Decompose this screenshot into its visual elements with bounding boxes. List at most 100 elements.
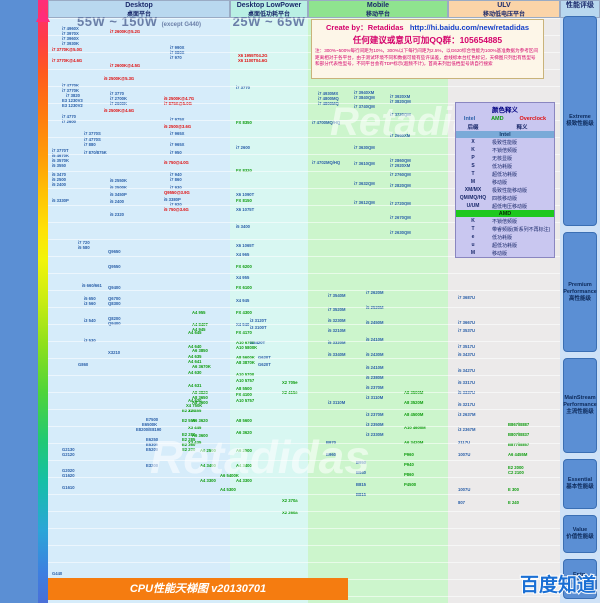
gridline bbox=[48, 511, 560, 512]
chart-bottom-title: CPU性能天梯图 v20130701 bbox=[48, 578, 348, 600]
cpu-entry: A4 3400 bbox=[200, 463, 216, 468]
cpu-entry: i7 920 bbox=[170, 202, 182, 207]
cpu-entry: B970 bbox=[326, 440, 336, 445]
legend-amd-key: T bbox=[471, 225, 475, 232]
cpu-entry: i3 3110M bbox=[328, 400, 346, 405]
cpu-entry: A6 3620 bbox=[236, 430, 252, 435]
cpu-entry: i5 3400 bbox=[236, 224, 250, 229]
cpu-entry: B815 bbox=[356, 482, 367, 487]
cpu-entry: i7 2860QM bbox=[390, 158, 411, 163]
cpu-entry: i3 2367M bbox=[458, 427, 476, 432]
cpu-entry: i7 2700K bbox=[110, 96, 127, 101]
cpu-entry: i7 975X bbox=[170, 117, 184, 122]
cpu-entry: i5 2450M bbox=[366, 320, 384, 325]
cpu-entry: i5 3217U bbox=[458, 402, 475, 407]
gridline bbox=[48, 188, 560, 189]
gridline bbox=[48, 120, 560, 121]
cpu-entry: 2117U bbox=[458, 440, 470, 445]
cpu-entry: i5 2320 bbox=[110, 212, 124, 217]
legend-amd-value: 不锁倍频版 bbox=[492, 218, 518, 225]
notice-line1: Create by：Retadidas http://hi.baidu.com/… bbox=[315, 22, 540, 33]
cpu-entry: i7 3667U bbox=[458, 320, 475, 325]
tier-label-en: Value bbox=[572, 527, 588, 533]
cpu-entry: A6 3420M bbox=[404, 440, 423, 445]
cpu-entry: i7 3540M bbox=[328, 293, 346, 298]
tier-label-cn: 基本性能级 bbox=[566, 484, 594, 490]
gridline bbox=[48, 375, 560, 376]
legend-intel-key: S bbox=[471, 162, 475, 169]
cpu-entry: X6 1100T04.6G bbox=[238, 58, 268, 63]
cpu-entry: G2120 bbox=[62, 452, 75, 457]
legend-intel-rows: X 极致性能版 K 不锁倍频版 P 无核显版 S 低功耗版 T 超低功耗版 M 移动版 XM/MX 极致性… bbox=[456, 138, 554, 210]
cpu-entry: i7 3720QM bbox=[390, 112, 411, 117]
legend-intel-key: T bbox=[471, 170, 475, 177]
cpu-entry: i5 3380P bbox=[164, 197, 181, 202]
gridline bbox=[48, 494, 560, 495]
cpu-entry: E 300 bbox=[508, 487, 519, 492]
legend-intel-value: 极致性能移动版 bbox=[492, 187, 528, 194]
header-rating-title: 性能评级 bbox=[566, 2, 594, 9]
cpu-entry: A6 4455M bbox=[508, 452, 528, 457]
cpu-entry: A4 5300 bbox=[220, 487, 236, 492]
cpu-entry: X4 965 bbox=[236, 252, 250, 257]
cpu-entry: i5 3437U bbox=[458, 352, 475, 357]
cpu-entry: i3 3100T bbox=[250, 325, 267, 330]
cpu-entry: i7 860 bbox=[170, 177, 182, 182]
cpu-entry: i7 3840QM bbox=[354, 95, 375, 100]
column-mobile bbox=[308, 0, 448, 603]
legend-title: 颜色释义 bbox=[492, 107, 518, 114]
cpu-entry: i5 3550 bbox=[52, 163, 66, 168]
cpu-entry: i7 720 bbox=[78, 240, 90, 245]
cpu-entry: A4 641 bbox=[188, 359, 202, 364]
performance-tier[interactable]: Premium Performance 高性能级 bbox=[563, 232, 597, 352]
cpu-entry: Q6700 bbox=[108, 296, 121, 301]
gridline bbox=[48, 18, 560, 19]
cpu-entry: X2 260a bbox=[282, 510, 298, 515]
performance-tier[interactable]: Value 价值性能级 bbox=[563, 515, 597, 553]
legend-intel-row: M 移动版 bbox=[456, 178, 554, 186]
cpu-entry: FX 4170 bbox=[236, 330, 252, 335]
performance-tier[interactable]: Extreme 极致性能级 bbox=[563, 16, 597, 226]
cpu-entry: i5 3330P bbox=[52, 198, 69, 203]
cpu-entry: i7 3770K bbox=[62, 88, 79, 93]
cpu-entry: i7 4930MX bbox=[318, 91, 339, 96]
cpu-entry: i7 3960X bbox=[62, 36, 79, 41]
tier-label-cn: 价值性能级 bbox=[566, 534, 594, 540]
cpu-entry: E2 550 bbox=[182, 418, 196, 423]
performance-tier[interactable]: MainStream Performance 主流性能级 bbox=[563, 358, 597, 453]
y-axis bbox=[0, 0, 38, 603]
legend-intel-row: S 低功耗版 bbox=[456, 162, 554, 170]
legend-intel-value: 极致性能版 bbox=[492, 139, 518, 146]
cpu-entry: A8 5600 bbox=[236, 418, 252, 423]
cpu-entry: A4 3400 bbox=[236, 463, 252, 468]
tier-label-en: Premium Performance bbox=[563, 281, 597, 295]
cpu-entry: i7 3820 bbox=[66, 93, 80, 98]
cpu-entry: i5 3320M bbox=[328, 340, 346, 345]
cpu-entry: i7 4960X bbox=[62, 26, 79, 31]
cpu-entry: 1007U bbox=[458, 452, 471, 457]
cpu-entry: X2 705e bbox=[282, 380, 298, 385]
cpu-entry: i7 970 bbox=[170, 55, 182, 60]
cpu-entry: P960 bbox=[404, 452, 414, 457]
cpu-entry: i5 3570K bbox=[52, 158, 69, 163]
header-lowpower-sub: 桌面低功耗平台 bbox=[247, 11, 290, 18]
cpu-entry: i7 3612QM bbox=[354, 200, 375, 205]
performance-tier[interactable]: Entry 入门级 bbox=[563, 559, 597, 599]
gridline bbox=[48, 290, 560, 291]
gridline bbox=[48, 392, 560, 393]
cpu-entry: A6 3600 bbox=[192, 433, 208, 438]
notice-url[interactable]: http://hi.baidu.com/new/retadidas bbox=[409, 23, 529, 32]
cpu-entry: A10 6700 bbox=[236, 340, 255, 345]
cpu-entry: B867/B887 bbox=[508, 422, 530, 427]
cpu-entry: E5300 bbox=[146, 442, 159, 447]
header-mobile: Mobile 移动平台 bbox=[308, 0, 448, 18]
performance-tier[interactable]: Essential 基本性能级 bbox=[563, 459, 597, 509]
cpu-entry: i7 2600K@5.2G bbox=[110, 29, 141, 34]
gridline bbox=[48, 562, 560, 563]
notice-qq: 任何建议或意见可加QQ群：105654885 bbox=[352, 35, 503, 45]
cpu-entry: X6 1090T bbox=[236, 192, 255, 197]
cpu-entry: A10 5757 bbox=[236, 378, 255, 383]
cpu-entry: A8 3650 bbox=[192, 395, 208, 400]
cpu-entry: i3 530 bbox=[84, 338, 96, 343]
